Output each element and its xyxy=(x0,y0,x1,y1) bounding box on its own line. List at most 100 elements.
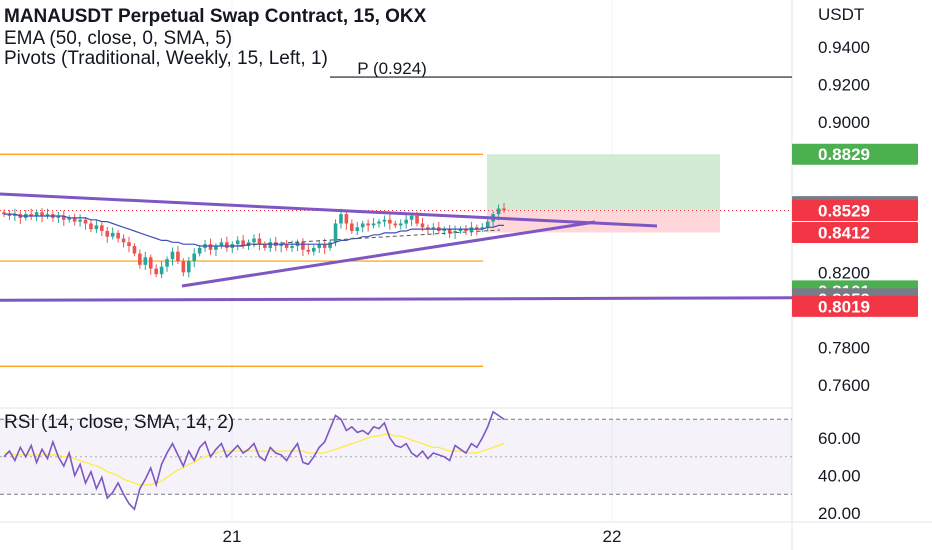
candle-body xyxy=(61,216,66,220)
candle-body xyxy=(426,227,430,230)
candle-body xyxy=(268,242,273,248)
candle-body xyxy=(2,212,6,215)
candle-body xyxy=(13,214,17,216)
candle-body xyxy=(301,242,305,250)
candle-body xyxy=(442,229,447,232)
candle-body xyxy=(377,221,381,224)
price-tag-label: 0.8019 xyxy=(818,297,870,316)
candle-body xyxy=(34,212,39,216)
candle-body xyxy=(235,240,240,245)
candle-body xyxy=(355,227,360,232)
price-tag xyxy=(792,295,918,317)
candle-body xyxy=(344,214,349,224)
candle-body xyxy=(208,244,213,250)
candle-body xyxy=(339,214,343,224)
candle-body xyxy=(447,229,452,233)
candle-body xyxy=(306,249,311,252)
candle-body xyxy=(192,253,197,262)
candle-body xyxy=(94,225,99,230)
candle-body xyxy=(420,223,425,228)
candle-body xyxy=(328,242,332,248)
candle-body xyxy=(388,219,392,224)
candle-body xyxy=(67,217,72,220)
candle-body xyxy=(496,208,501,215)
price-tick: 0.7600 xyxy=(818,376,870,395)
candle-body xyxy=(143,257,148,265)
price-tag-label: 0.8829 xyxy=(818,145,870,164)
candle-body xyxy=(100,225,104,232)
rsi-tick: 20.00 xyxy=(818,504,861,523)
price-tick: 0.9000 xyxy=(818,113,870,132)
candle-body xyxy=(116,232,120,239)
candle-body xyxy=(176,251,180,262)
candle-body xyxy=(485,221,490,228)
candle-body xyxy=(83,219,88,224)
candle-body xyxy=(29,214,33,216)
pivots-legend[interactable]: Pivots (Traditional, Weekly, 15, Left, 1… xyxy=(4,48,328,69)
candle-body xyxy=(241,240,245,247)
candle-body xyxy=(7,214,12,216)
candle-body xyxy=(138,253,142,265)
price-axis-unit: USDT xyxy=(818,5,864,24)
rsi-ticks: 60.00 40.00 20.00 xyxy=(818,429,861,523)
candle-body xyxy=(404,219,408,224)
candle-body xyxy=(132,246,137,254)
rsi-line xyxy=(3,410,505,511)
candle-body xyxy=(290,246,294,248)
rsi-ma-line xyxy=(4,433,505,486)
candle-body xyxy=(105,231,110,237)
candle-body xyxy=(121,238,126,243)
candle-body xyxy=(393,223,398,226)
triangle-lower-trendline[interactable] xyxy=(181,220,596,288)
price-tick: 0.8200 xyxy=(818,263,870,282)
candle-body xyxy=(56,216,61,218)
price-tag xyxy=(792,200,918,222)
price-ticks: 0.9400 0.9200 0.9000 0.8200 0.7800 0.7600 xyxy=(818,38,870,395)
candle-body xyxy=(170,251,175,260)
time-tick-22: 22 xyxy=(603,527,622,546)
price-tag-label: 0.8529 xyxy=(818,202,870,221)
candles-group xyxy=(2,203,506,279)
candle-body xyxy=(453,231,457,233)
candle-body xyxy=(89,223,93,230)
candle-body xyxy=(110,232,115,237)
rsi-legend[interactable]: RSI (14, close, SMA, 14, 2) xyxy=(4,412,235,433)
triangle-upper-trendline[interactable] xyxy=(0,192,658,228)
candle-body xyxy=(186,261,191,273)
price-tick: 0.9400 xyxy=(818,38,870,57)
candle-body xyxy=(317,244,322,248)
candle-body xyxy=(458,229,463,232)
candle-body xyxy=(154,268,158,275)
candle-body xyxy=(45,214,50,216)
time-tick-21: 21 xyxy=(223,527,242,546)
candle-body xyxy=(333,223,338,243)
candle-body xyxy=(398,223,403,226)
triangle-dashed-line xyxy=(231,229,501,247)
pivot-p-label: P (0.924) xyxy=(357,59,427,78)
candle-body xyxy=(159,266,164,275)
candle-body xyxy=(350,223,354,232)
price-tag xyxy=(792,222,918,244)
stop-zone[interactable] xyxy=(487,210,720,233)
chart-title: MANAUSDT Perpetual Swap Contract, 15, OK… xyxy=(4,6,427,27)
support-line[interactable] xyxy=(0,296,793,302)
target-zone[interactable] xyxy=(487,154,720,211)
candle-body xyxy=(127,242,131,247)
candle-body xyxy=(311,247,316,252)
ema-legend[interactable]: EMA (50, close, 0, SMA, 5) xyxy=(4,28,233,49)
candle-body xyxy=(197,247,202,254)
candle-body xyxy=(263,244,267,248)
candle-body xyxy=(502,208,506,211)
price-tick: 0.9200 xyxy=(818,76,870,95)
candle-body xyxy=(415,216,419,224)
candle-body xyxy=(322,244,327,248)
candle-body xyxy=(78,219,82,222)
price-tag xyxy=(792,143,918,165)
candle-body xyxy=(252,238,256,243)
candle-body xyxy=(165,259,169,267)
candle-body xyxy=(148,257,153,269)
candle-body xyxy=(225,242,229,248)
candle-body xyxy=(475,227,479,230)
candle-body xyxy=(214,246,218,250)
